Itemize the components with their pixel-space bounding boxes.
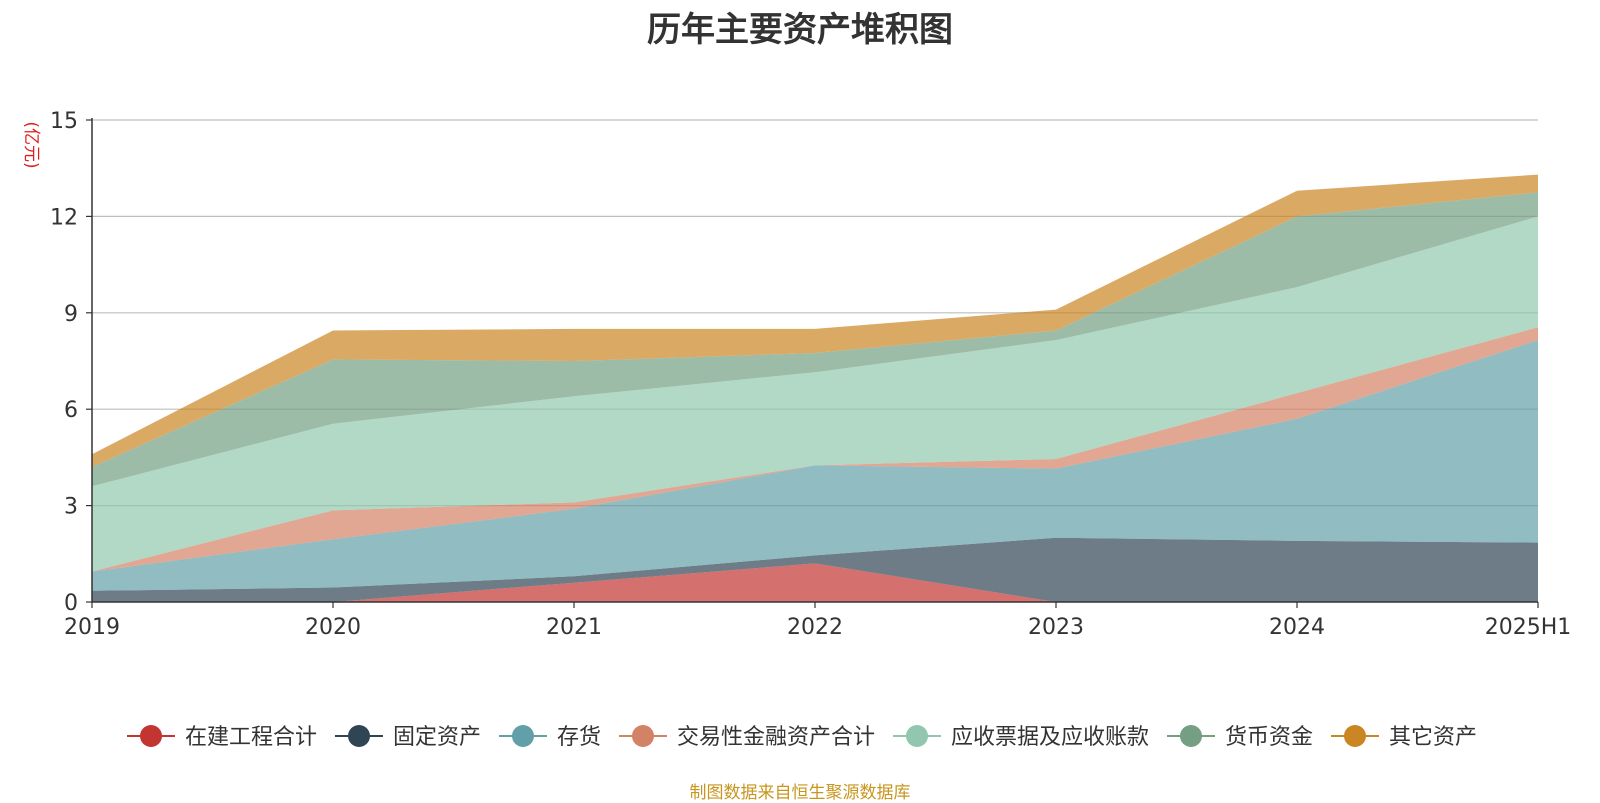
y-tick-label: 9 [64, 302, 78, 327]
x-tick-label: 2019 [64, 615, 120, 640]
legend-item-2[interactable]: 存货 [499, 725, 601, 750]
legend-label: 存货 [557, 725, 601, 750]
y-tick-label: 3 [64, 495, 78, 520]
legend-item-0[interactable]: 在建工程合计 [127, 725, 317, 750]
x-tick-label: 2020 [305, 615, 361, 640]
x-tick-label: 2024 [1269, 615, 1325, 640]
area-series-1 [92, 537, 1538, 602]
x-tick-label: 2025H1 [1485, 615, 1572, 640]
y-tick-label: 0 [64, 591, 78, 616]
legend-label: 应收票据及应收账款 [951, 725, 1149, 750]
area-series-6 [92, 174, 1538, 467]
legend-label: 交易性金融资产合计 [677, 725, 875, 750]
legend-item-6[interactable]: 其它资产 [1331, 725, 1477, 750]
legend-item-1[interactable]: 固定资产 [335, 725, 481, 750]
legend-item-3[interactable]: 交易性金融资产合计 [619, 725, 875, 750]
legend-label: 在建工程合计 [185, 725, 317, 750]
legend-marker-icon [1344, 725, 1366, 747]
legend: 在建工程合计 固定资产 存货 交易性金融资产合计 应收票据及应收账款 货币资金 其它资产 [127, 725, 1477, 750]
legend-marker-icon [906, 725, 928, 747]
legend-marker-icon [512, 725, 534, 747]
legend-marker-icon [1180, 725, 1202, 747]
x-tick-label: 2023 [1028, 615, 1084, 640]
x-tick-label: 2022 [787, 615, 843, 640]
legend-marker-icon [140, 725, 162, 747]
y-tick-label: 12 [50, 205, 78, 230]
legend-label: 固定资产 [393, 725, 481, 750]
legend-label: 其它资产 [1389, 725, 1477, 750]
area-series-2 [92, 340, 1538, 591]
area-layer [92, 174, 1538, 602]
area-series-4 [92, 216, 1538, 572]
legend-marker-icon [632, 725, 654, 747]
legend-item-5[interactable]: 货币资金 [1167, 725, 1313, 750]
area-series-5 [92, 192, 1538, 487]
y-tick-label: 6 [64, 398, 78, 423]
legend-marker-icon [348, 725, 370, 747]
source-note: 制图数据来自恒生聚源数据库 [689, 783, 911, 803]
y-tick-label: 15 [50, 109, 78, 134]
area-series-0 [92, 563, 1538, 602]
axis-layer: 0 3 6 9 12 15 2019 2020 2021 2022 2023 2024 2025H1 [50, 109, 1571, 640]
x-tick-label: 2021 [546, 615, 602, 640]
y-axis-unit-label: (亿元) [21, 121, 41, 168]
legend-item-4[interactable]: 应收票据及应收账款 [893, 725, 1149, 750]
chart-title: 历年主要资产堆积图 [647, 10, 953, 50]
legend-label: 货币资金 [1225, 725, 1313, 750]
area-series-3 [92, 327, 1538, 572]
